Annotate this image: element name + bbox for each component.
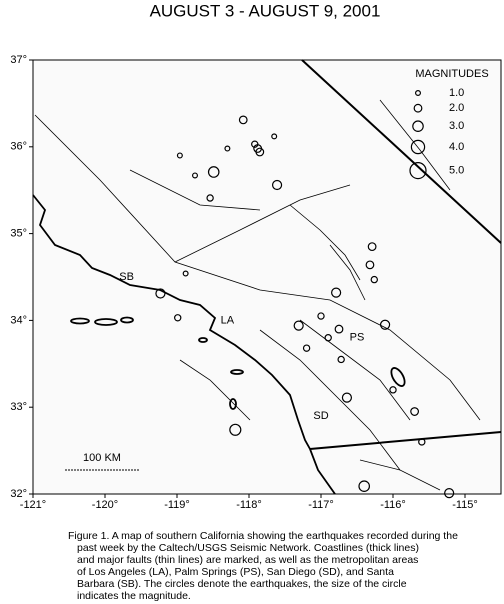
legend-symbol (410, 139, 426, 155)
fault (359, 459, 441, 491)
earthquake (341, 392, 353, 403)
island (70, 317, 90, 325)
island (94, 318, 118, 326)
earthquake (444, 488, 455, 499)
salton-sea (390, 367, 406, 387)
earthquake (229, 423, 242, 436)
legend-symbol (415, 89, 422, 96)
legend-title: MAGNITUDES (415, 68, 488, 80)
earthquake (182, 270, 189, 277)
legend-label: 5.0 (449, 165, 464, 177)
earthquake (176, 152, 183, 159)
caption-line: of Los Angeles (LA), Palm Springs (PS), … (77, 566, 394, 578)
earthquake (155, 288, 166, 299)
earthquake (331, 287, 342, 298)
fault (174, 184, 351, 263)
earthquake (389, 386, 397, 394)
fault (379, 99, 451, 191)
earthquake (271, 133, 278, 140)
legend-symbol (413, 103, 423, 113)
x-tick-label: -118° (236, 499, 262, 511)
earthquake (410, 407, 420, 416)
legend-symbol (409, 162, 427, 180)
x-tick-label: -121° (20, 499, 46, 511)
earthquake (379, 319, 391, 330)
earthquake (206, 194, 214, 202)
caption-line: past week by the Caltech/USGS Seismic Ne… (77, 542, 419, 554)
earthquake (174, 314, 182, 322)
earthquake (418, 438, 426, 446)
earthquake (334, 324, 344, 334)
earthquake (207, 166, 220, 178)
scale-label: 100 KM (83, 452, 121, 464)
earthquake (255, 147, 265, 157)
y-tick-label: 37° (10, 54, 27, 66)
y-tick-label: 35° (10, 228, 27, 240)
caption-line: Barbara (SB). The circles denote the ear… (77, 578, 407, 590)
earthquake (365, 260, 375, 270)
map-title: AUGUST 3 - AUGUST 9, 2001 (150, 1, 381, 20)
legend-label: 1.0 (449, 87, 464, 99)
x-tick-label: -116° (380, 499, 406, 511)
legend-label: 3.0 (449, 120, 464, 132)
x-tick-label: -115° (452, 499, 478, 511)
earthquake (337, 355, 345, 364)
earthquake (367, 242, 377, 252)
fault (179, 359, 251, 421)
x-tick-label: -119° (164, 499, 190, 511)
caption-line: indicates the magnitude. (77, 590, 191, 602)
caption-line: and major faults (thin lines) are marked… (77, 554, 418, 566)
earthquake (251, 140, 259, 148)
earthquake (324, 334, 332, 342)
x-tick-label: -117° (308, 499, 334, 511)
fault (329, 244, 366, 301)
state-border (301, 59, 502, 244)
island (230, 369, 244, 375)
y-tick-label: 32° (10, 488, 27, 500)
island (229, 398, 237, 410)
city-label: SB (119, 271, 134, 283)
earthquake (302, 344, 311, 352)
island (198, 337, 208, 343)
caption-line: Figure 1. A map of southern California s… (68, 530, 458, 542)
earthquake (238, 115, 248, 125)
city-label: PS (350, 332, 365, 344)
earthquake (358, 480, 370, 492)
fault (34, 114, 481, 421)
earthquake (317, 312, 325, 320)
fault (289, 204, 361, 281)
island (120, 316, 134, 324)
caption: Figure 1. A map of southern California s… (68, 530, 458, 602)
fault (299, 319, 411, 421)
earthquake (224, 145, 231, 152)
earthquake (370, 275, 378, 284)
earthquake (271, 179, 283, 191)
city-label: LA (221, 314, 235, 326)
y-tick-label: 34° (10, 314, 27, 326)
map-frame (32, 59, 502, 495)
coastline (32, 194, 336, 495)
legend-label: 2.0 (449, 102, 464, 114)
y-tick-label: 33° (10, 401, 27, 413)
earthquake (192, 172, 199, 179)
fault (129, 169, 261, 211)
x-tick-label: -120° (92, 499, 118, 511)
national-border (309, 431, 502, 450)
city-label: SD (313, 410, 328, 422)
legend-label: 4.0 (449, 141, 464, 153)
y-tick-label: 36° (10, 141, 27, 153)
earthquake (293, 320, 304, 331)
legend-symbol (412, 120, 424, 132)
